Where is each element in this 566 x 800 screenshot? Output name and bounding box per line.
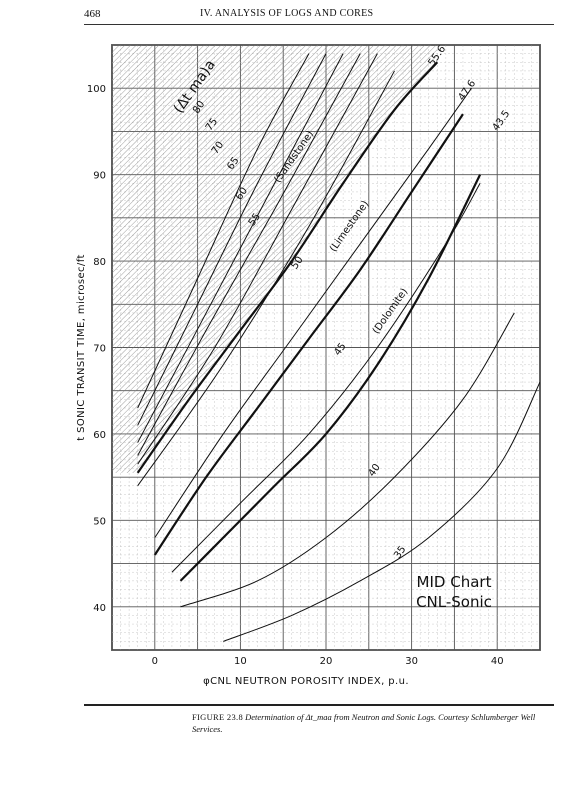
mid-chart: 8075706560555045403555.647.643.5(Sandsto… <box>76 44 541 687</box>
figure-caption-text: Determination of Δt_maa from Neutron and… <box>192 712 536 734</box>
x-tick-label: 30 <box>405 656 418 667</box>
y-tick-label: 90 <box>93 171 106 182</box>
figure-caption: FIGURE 23.8 Determination of Δt_maa from… <box>192 711 542 735</box>
chart-title-line-1: MID Chart <box>416 573 492 591</box>
page-header: 468 IV. ANALYSIS OF LOGS AND CORES <box>84 8 554 26</box>
y-tick-label: 100 <box>87 84 106 95</box>
series-line-47-6 <box>153 113 464 556</box>
series-line-65 <box>137 53 361 456</box>
hatched-region <box>112 45 438 473</box>
chart-title: MID Chart CNL-Sonic <box>404 572 504 612</box>
y-tick-label: 60 <box>93 430 106 441</box>
series-line-60 <box>137 53 378 465</box>
x-tick-label: 20 <box>320 656 333 667</box>
series-line-43-5 <box>179 174 482 582</box>
x-tick-label: 40 <box>491 656 504 667</box>
series-line-75 <box>137 53 327 426</box>
y-tick-label: 50 <box>93 516 106 527</box>
page-number: 468 <box>84 8 101 20</box>
series-line-50 <box>154 87 472 538</box>
series-line-40 <box>180 312 515 608</box>
chart-title-line-2: CNL-Sonic <box>416 593 492 611</box>
y-tick-label: 70 <box>93 344 106 355</box>
series-line-80 <box>137 53 310 409</box>
y-axis-title: t SONIC TRANSIT TIME, microsec/ft <box>76 254 87 441</box>
running-head: IV. ANALYSIS OF LOGS AND CORES <box>200 8 374 19</box>
series-line-35 <box>223 381 540 642</box>
x-axis-title: φCNL NEUTRON POROSITY INDEX, p.u. <box>203 676 409 687</box>
series-line-55 <box>137 70 395 487</box>
figure-label: FIGURE 23.8 <box>192 712 243 722</box>
x-tick-label: 0 <box>152 656 158 667</box>
y-tick-label: 80 <box>93 257 106 268</box>
series-line-55-6 <box>136 61 439 474</box>
series-line-70 <box>137 53 344 443</box>
header-rule <box>84 24 554 25</box>
caption-rule <box>84 704 554 706</box>
y-tick-label: 40 <box>93 603 106 614</box>
x-tick-label: 10 <box>234 656 247 667</box>
